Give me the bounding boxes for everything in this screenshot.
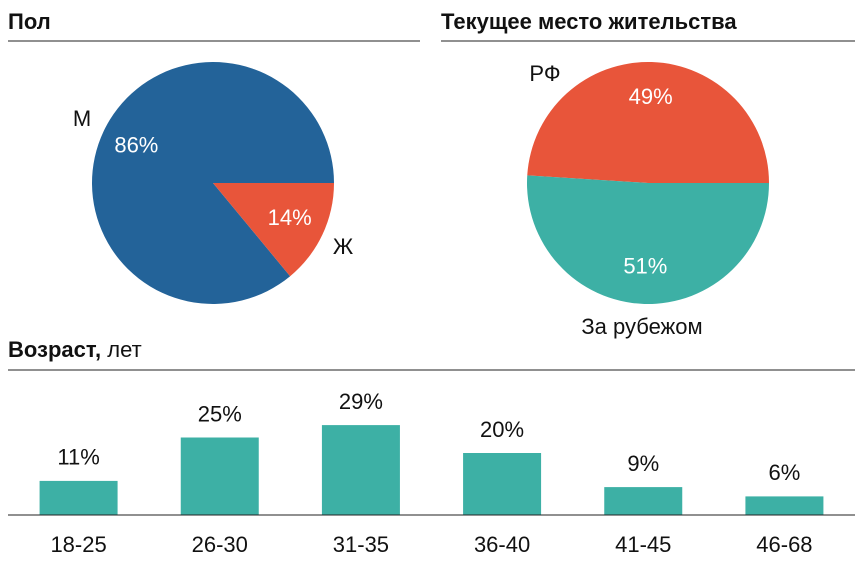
bar — [321, 425, 400, 515]
value-label: 20% — [480, 417, 524, 442]
pie-slice — [213, 183, 334, 277]
pie-slice — [527, 62, 769, 184]
bar — [604, 487, 683, 515]
value-label: 9% — [627, 451, 659, 476]
category-label: За рубежом — [581, 314, 702, 339]
bar — [180, 437, 259, 515]
value-label: 6% — [769, 460, 801, 485]
value-label: 51% — [623, 253, 667, 278]
x-tick-label: 26-30 — [192, 532, 248, 557]
value-label: 14% — [268, 205, 312, 230]
value-label: 29% — [339, 389, 383, 414]
bar — [745, 496, 824, 515]
pie-slice — [526, 175, 769, 305]
x-tick-label: 18-25 — [50, 532, 106, 557]
category-label: Ж — [333, 234, 354, 259]
chart-title: Возраст, лет — [8, 337, 142, 362]
value-label: 49% — [629, 84, 673, 109]
x-tick-label: 41-45 — [615, 532, 671, 557]
category-label: РФ — [529, 61, 560, 86]
chart-title: Пол — [8, 9, 51, 34]
value-label: 86% — [114, 133, 158, 158]
x-tick-label: 31-35 — [333, 532, 389, 557]
x-tick-label: 46-68 — [756, 532, 812, 557]
value-label: 11% — [57, 445, 99, 470]
x-tick-label: 36-40 — [474, 532, 530, 557]
category-label: М — [73, 106, 91, 131]
bar — [463, 453, 542, 515]
title: Возраст, — [8, 337, 101, 362]
bar — [39, 480, 118, 515]
value-label: 25% — [198, 401, 242, 426]
subtitle: лет — [107, 337, 141, 362]
chart-title: Текущее место жительства — [441, 9, 737, 34]
